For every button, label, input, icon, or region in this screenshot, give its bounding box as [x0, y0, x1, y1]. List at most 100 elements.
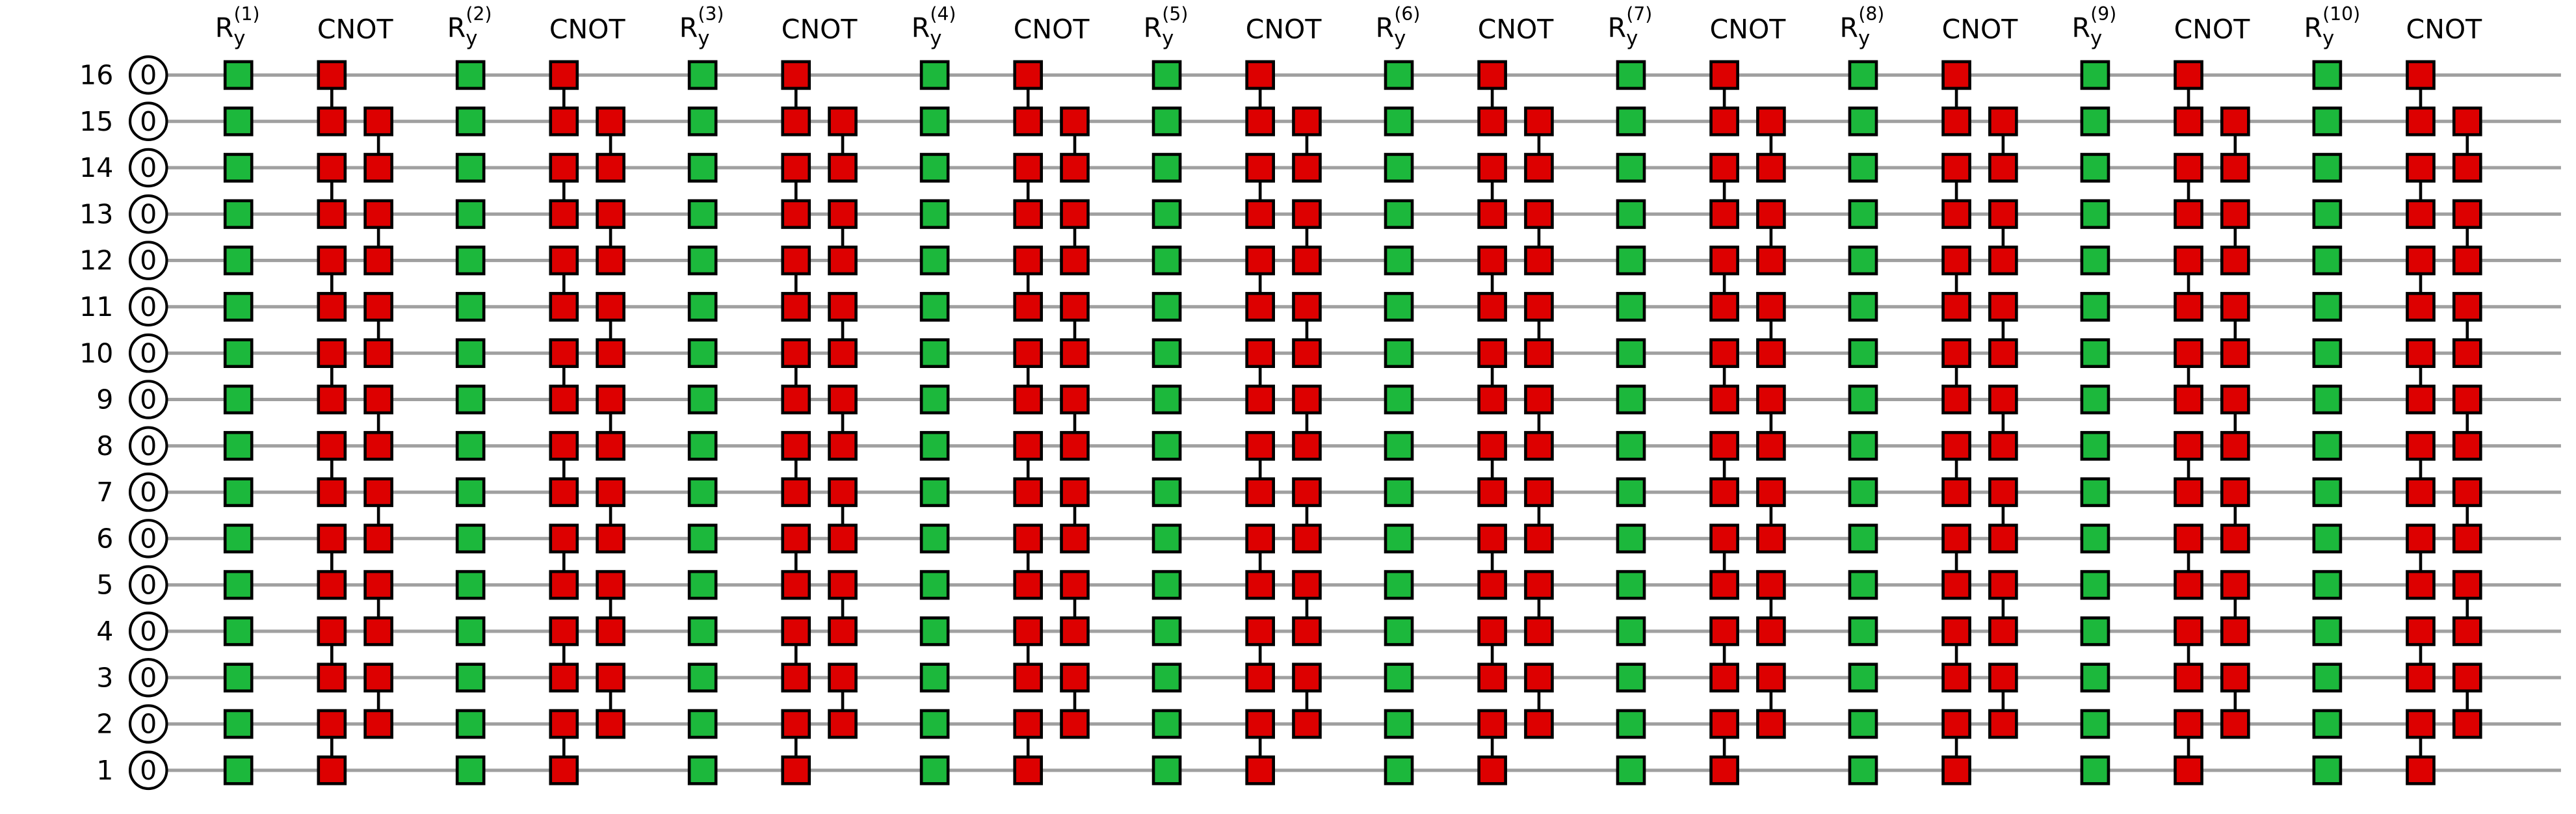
- ry-gate: [2080, 153, 2110, 183]
- cnot-gate: [1292, 292, 1322, 322]
- ry-gate: [455, 338, 486, 368]
- ry-gate: [1151, 477, 1182, 507]
- cnot-gate: [1245, 523, 1275, 554]
- cnot-gate: [1060, 106, 1090, 137]
- ry-gate: [919, 477, 950, 507]
- qubit-label: 15: [79, 106, 113, 137]
- cnot-gate: [2174, 292, 2203, 322]
- cnot-gate: [2220, 616, 2250, 646]
- cnot-gate: [1245, 709, 1275, 739]
- ry-gate: [223, 153, 254, 183]
- ry-gate: [919, 570, 950, 600]
- qubit-label: 1: [96, 755, 113, 786]
- ry-gate: [2312, 153, 2343, 183]
- cnot-gate: [1245, 430, 1275, 461]
- cnot-gate: [2452, 616, 2482, 646]
- cnot-gate: [1477, 709, 1507, 739]
- cnot-gate: [2452, 338, 2482, 368]
- cnot-gate: [363, 663, 393, 693]
- cnot-gate: [1524, 106, 1554, 137]
- cnot-gate: [596, 477, 625, 507]
- cnot-gate: [596, 384, 625, 415]
- cnot-gate: [1477, 755, 1507, 785]
- ry-gate: [1848, 616, 1878, 646]
- cnot-gate: [2220, 153, 2250, 183]
- ry-gate: [223, 523, 254, 554]
- header-base: R: [2304, 12, 2322, 43]
- cnot-gate: [1060, 338, 1090, 368]
- cnot-gate: [1013, 430, 1044, 461]
- ry-gate: [2080, 663, 2110, 693]
- ry-gate: [1384, 709, 1414, 739]
- cnot-gate: [317, 616, 347, 646]
- header-sub: y: [698, 27, 709, 50]
- cnot-gate: [363, 199, 393, 230]
- cnot-gate: [1524, 709, 1554, 739]
- ry-gate: [687, 292, 718, 322]
- ry-gate: [1384, 245, 1414, 276]
- state-circle: [128, 704, 168, 744]
- cnot-gate: [363, 430, 393, 461]
- cnot-gate: [828, 709, 858, 739]
- state-circle: [128, 333, 168, 373]
- ry-gate: [223, 60, 254, 90]
- ry-gate: [919, 338, 950, 368]
- cnot-gate: [2452, 570, 2482, 600]
- cnot-gate: [2406, 106, 2436, 137]
- ry-gate: [687, 709, 718, 739]
- state-label: 0: [140, 152, 157, 183]
- cnot-gate: [2174, 477, 2203, 507]
- ry-gate: [455, 106, 486, 137]
- cnot-gate: [781, 755, 811, 785]
- cnot-gate: [1756, 616, 1786, 646]
- cnot-gate: [1013, 338, 1044, 368]
- ry-gate: [687, 477, 718, 507]
- cnot-gate: [1477, 616, 1507, 646]
- ry-gate: [687, 384, 718, 415]
- cnot-gate: [2406, 292, 2436, 322]
- cnot-gate: [1477, 384, 1507, 415]
- ry-gate: [919, 430, 950, 461]
- qubit-label: 3: [96, 662, 113, 693]
- cnot-gate: [1245, 338, 1275, 368]
- header-base: R: [1376, 12, 1394, 43]
- cnot-gate: [363, 292, 393, 322]
- cnot-gate: [781, 60, 811, 90]
- gate-header: CNOT: [1710, 14, 1787, 45]
- gate-header: CNOT: [1478, 14, 1555, 45]
- state-circle: [128, 472, 168, 512]
- ry-gate: [455, 570, 486, 600]
- ry-gate: [2080, 477, 2110, 507]
- cnot-gate: [1245, 477, 1275, 507]
- ry-gate: [455, 663, 486, 693]
- header-sup: (10): [2322, 3, 2360, 25]
- cnot-gate: [1292, 199, 1322, 230]
- ry-gate: [1848, 523, 1878, 554]
- cnot-gate: [1941, 153, 1971, 183]
- state-circle: [128, 55, 168, 95]
- cnot-gate: [1477, 60, 1507, 90]
- cnot-gate: [363, 616, 393, 646]
- cnot-gate: [1245, 60, 1275, 90]
- cnot-gate: [596, 199, 625, 230]
- cnot-gate: [1988, 338, 2018, 368]
- ry-gate: [223, 570, 254, 600]
- cnot-gate: [2220, 338, 2250, 368]
- state-circle: [128, 565, 168, 605]
- ry-gate: [455, 384, 486, 415]
- cnot-gate: [363, 709, 393, 739]
- cnot-gate: [596, 153, 625, 183]
- cnot-gate: [2220, 430, 2250, 461]
- cnot-gate: [1477, 153, 1507, 183]
- cnot-gate: [596, 338, 625, 368]
- ry-gate: [1848, 153, 1878, 183]
- cnot-gate: [549, 245, 579, 276]
- header-sub: y: [1626, 27, 1638, 50]
- state-label: 0: [140, 384, 157, 415]
- cnot-gate: [1060, 245, 1090, 276]
- ry-gate: [919, 153, 950, 183]
- cnot-gate: [1756, 106, 1786, 137]
- cnot-gate: [781, 523, 811, 554]
- cnot-gate: [1013, 755, 1044, 785]
- ry-gate: [223, 477, 254, 507]
